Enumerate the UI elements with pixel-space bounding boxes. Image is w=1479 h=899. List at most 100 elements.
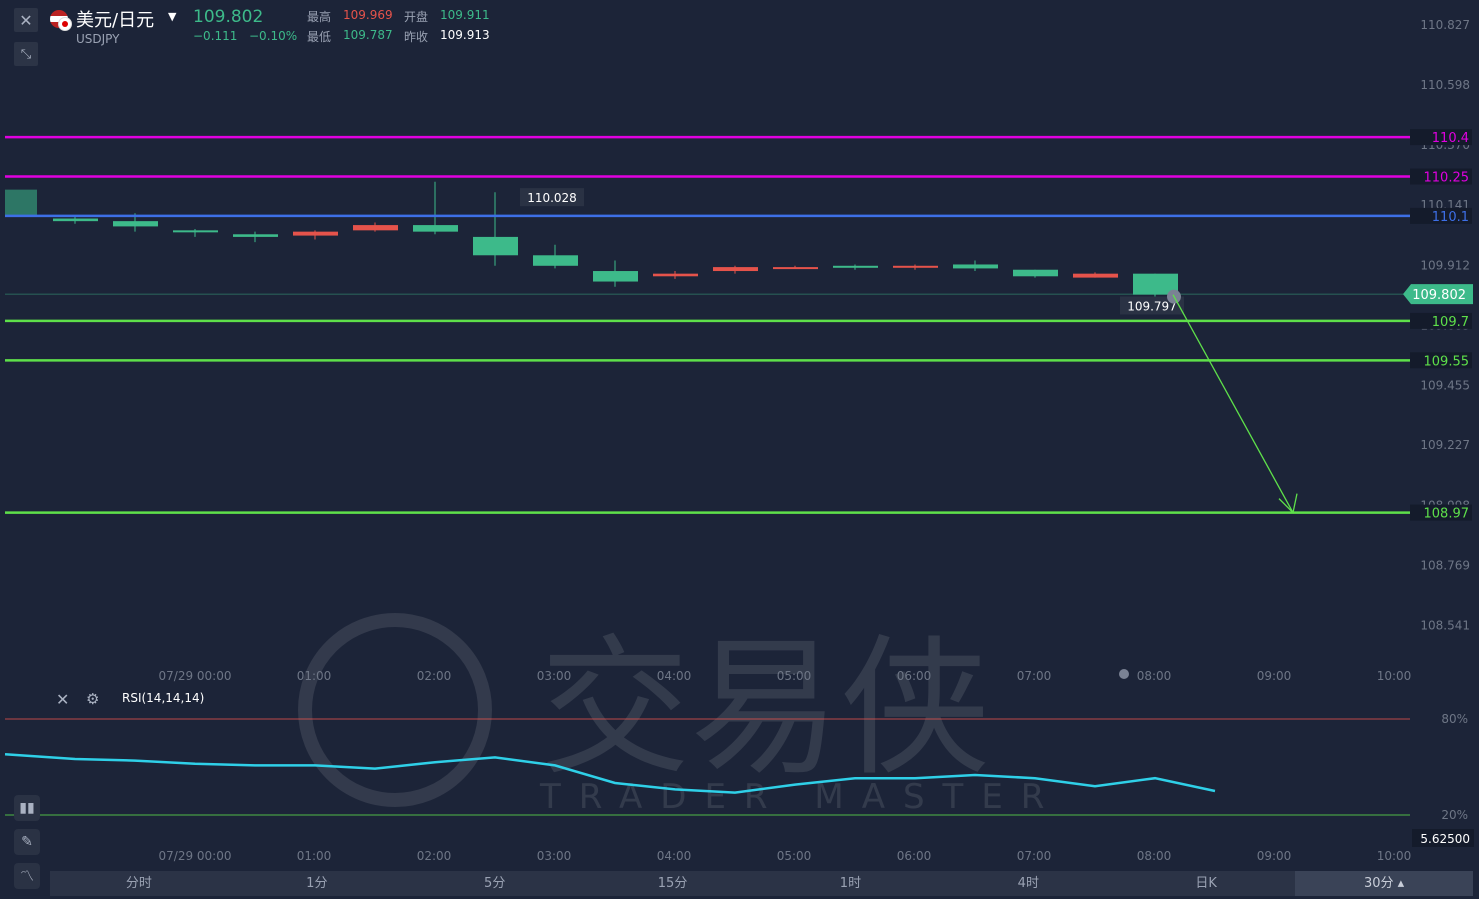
time-axis-tick: 08:00	[1137, 669, 1172, 683]
pencil-icon: ✎	[21, 834, 33, 850]
horizontal-line-label: 110.4	[1432, 131, 1469, 146]
price-axis-tick: 108.541	[1420, 618, 1470, 632]
candle-body	[1133, 273, 1178, 295]
rsi-time-axis-tick: 05:00	[777, 849, 812, 863]
horizontal-line-label-box	[1410, 207, 1472, 224]
time-axis-tick: 07:00	[1017, 669, 1052, 683]
candle-body	[533, 255, 578, 266]
candle-body	[233, 234, 278, 237]
rsi-axis-box	[1412, 829, 1474, 847]
indicator-tool-button[interactable]: ▮▮	[14, 795, 40, 821]
horizontal-line-label: 108.97	[1424, 507, 1470, 522]
candle-body	[353, 225, 398, 231]
rsi-time-axis-tick: 01:00	[297, 849, 332, 863]
rsi-label: RSI(14,14,14)	[122, 691, 205, 705]
tab-daily[interactable]: 日K	[1195, 876, 1217, 891]
candle-body	[293, 231, 338, 236]
tab-30min[interactable]: 30分 ▴	[1295, 871, 1473, 896]
line-tool-button[interactable]: 〽	[14, 863, 40, 889]
candle-body	[893, 265, 938, 268]
price-axis-tick: 109.912	[1420, 258, 1470, 272]
price-change: −0.111	[193, 29, 238, 43]
time-axis-tick: 05:00	[777, 669, 812, 683]
open-label: 开盘	[404, 10, 429, 24]
high-label: 最高	[307, 10, 332, 24]
rsi-level-label: 80%	[1441, 712, 1468, 726]
tab-15min[interactable]: 15分	[657, 876, 688, 891]
tab-1min[interactable]: 1分	[306, 876, 328, 891]
close-button[interactable]: ✕	[14, 8, 38, 32]
candle-body	[953, 264, 998, 269]
current-price: 109.802	[193, 7, 264, 27]
horizontal-line-label: 110.1	[1432, 210, 1469, 225]
candle-body	[413, 225, 458, 232]
last-price-tag	[1403, 284, 1473, 305]
tab-5min[interactable]: 5分	[484, 876, 506, 891]
tab-4h[interactable]: 4时	[1017, 876, 1039, 891]
high-marker: 110.028	[527, 191, 577, 205]
price-axis-tick: 110.598	[1420, 78, 1470, 92]
chevron-down-icon[interactable]: ▼	[168, 10, 177, 23]
rsi-time-axis-tick: 02:00	[417, 849, 452, 863]
time-axis-tick: 01:00	[297, 669, 332, 683]
high-value: 109.969	[343, 8, 393, 22]
collapse-button[interactable]: ⤡	[14, 42, 38, 66]
tab-fenshi[interactable]: 分时	[125, 876, 152, 891]
time-axis-tick: 04:00	[657, 669, 692, 683]
rsi-time-axis-tick: 08:00	[1137, 849, 1172, 863]
price-change-pct: −0.10%	[249, 29, 298, 43]
candle-body	[593, 271, 638, 282]
candle-body	[1073, 273, 1118, 278]
horizontal-line-label: 109.55	[1424, 354, 1470, 369]
rsi-time-axis-tick: 06:00	[897, 849, 932, 863]
draw-tool-button[interactable]: ✎	[14, 829, 40, 855]
time-axis-tick: 07/29 00:00	[159, 669, 232, 683]
candle-body	[713, 267, 758, 272]
horizontal-line-label-box	[1410, 168, 1472, 185]
symbol-title[interactable]: 美元/日元	[76, 10, 155, 31]
rsi-axis-value: 5.62500	[1420, 832, 1470, 846]
tab-1h[interactable]: 1时	[839, 876, 862, 891]
candle-body	[173, 230, 218, 233]
time-axis-tick: 02:00	[417, 669, 452, 683]
time-axis-tick: 03:00	[537, 669, 572, 683]
shrink-icon: ⤡	[20, 46, 32, 62]
low-label: 最低	[307, 30, 332, 44]
time-axis-tick: 09:00	[1257, 669, 1292, 683]
horizontal-line-label-box	[1410, 504, 1472, 521]
price-axis-tick: 109.227	[1420, 438, 1470, 452]
candle-partial	[5, 189, 37, 216]
rsi-line	[4, 752, 1216, 794]
time-axis-tick: 10:00	[1377, 669, 1412, 683]
last-price-label: 109.802	[1412, 288, 1466, 303]
line-chart-icon: 〽	[20, 869, 34, 885]
rsi-close-icon[interactable]: ✕	[56, 690, 70, 709]
low-marker: 109.797	[1127, 299, 1177, 313]
candle-body	[773, 267, 818, 270]
candle-body	[113, 221, 158, 227]
rsi-time-axis-tick: 04:00	[657, 849, 692, 863]
horizontal-line-label: 109.7	[1432, 315, 1469, 330]
rsi-time-axis-tick: 09:00	[1257, 849, 1292, 863]
candle-body	[473, 236, 518, 256]
open-value: 109.911	[440, 8, 490, 22]
rsi-time-axis-tick: 03:00	[537, 849, 572, 863]
trend-arrow-head	[1278, 493, 1298, 514]
trend-arrow	[1172, 294, 1294, 513]
caret-up-icon: ▴	[1393, 876, 1405, 891]
symbol-code: USDJPY	[76, 32, 120, 46]
rsi-time-axis-tick: 10:00	[1377, 849, 1412, 863]
rsi-settings-icon[interactable]: ⚙	[86, 690, 100, 708]
crosshair-dot	[1119, 669, 1129, 679]
rsi-time-axis-tick: 07/29 00:00	[159, 849, 232, 863]
prev-close-label: 昨收	[404, 30, 429, 44]
candle-body	[833, 265, 878, 268]
close-icon: ✕	[19, 10, 33, 30]
price-axis-tick: 110.827	[1420, 18, 1470, 32]
horizontal-line-label-box	[1410, 129, 1472, 146]
bar-chart-icon: ▮▮	[19, 800, 35, 816]
high-marker-box	[520, 188, 584, 207]
jp-flag-icon	[58, 17, 72, 31]
candle-body	[653, 273, 698, 277]
